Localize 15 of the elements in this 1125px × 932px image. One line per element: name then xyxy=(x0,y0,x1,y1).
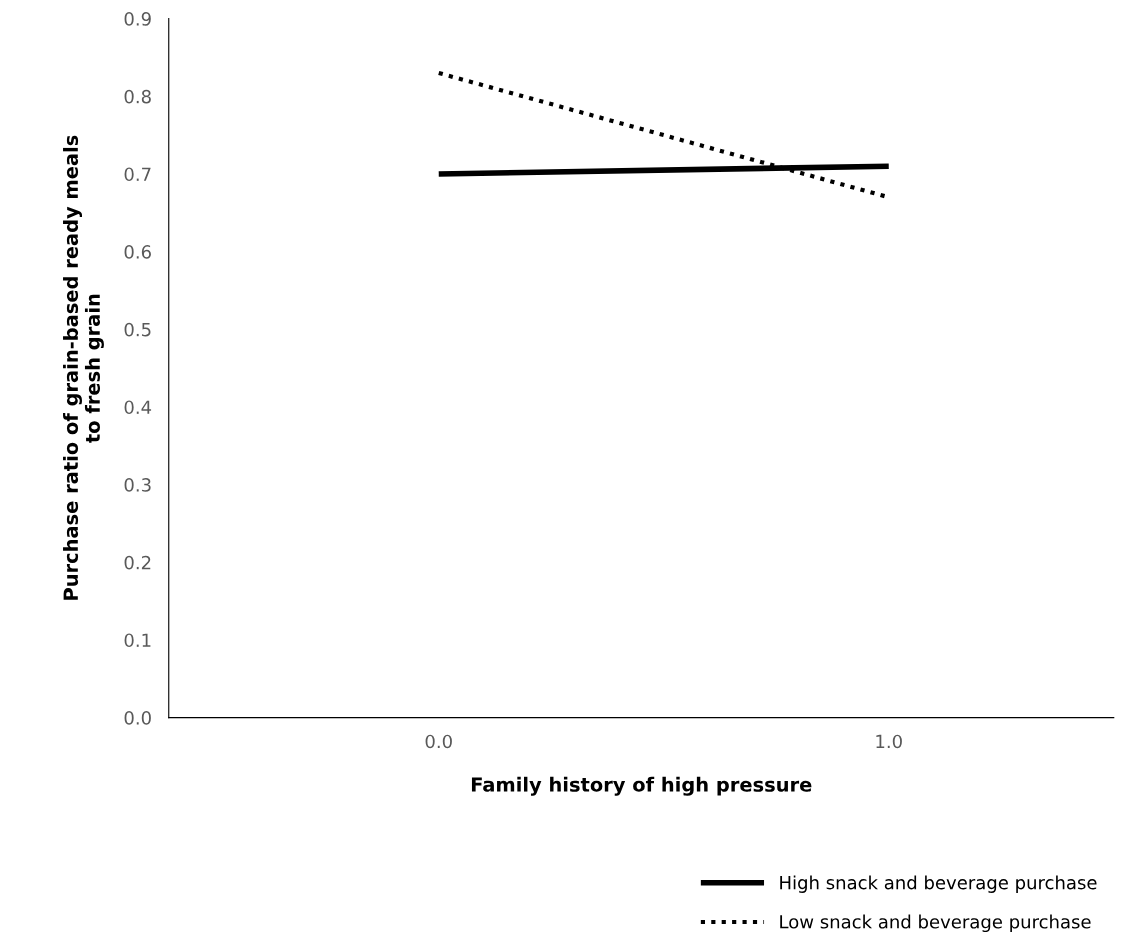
x-axis-title: Family history of high pressure xyxy=(471,776,812,796)
legend-label: High snack and beverage purchase xyxy=(780,875,1097,893)
y-tick-label: 0.7 xyxy=(124,167,151,182)
y-tick-label: 0.6 xyxy=(124,245,151,259)
y-tick-label: 0.4 xyxy=(124,400,152,415)
y-tick-label: 0.5 xyxy=(124,322,151,337)
y-tick-label: 0.0 xyxy=(124,711,151,725)
y-tick-label: 0.2 xyxy=(124,555,151,570)
legend-label: Low snack and beverage purchase xyxy=(780,914,1091,932)
y-tick-label: 0.3 xyxy=(124,478,151,492)
x-tick-label: 1.0 xyxy=(876,734,902,749)
y-tick-label: 0.9 xyxy=(124,12,151,26)
y-tick-label: 0.8 xyxy=(124,89,151,104)
y-axis-title: Purchase ratio of grain-based ready meals to fresh grain xyxy=(63,135,104,600)
y-tick-label: 0.1 xyxy=(124,633,151,648)
